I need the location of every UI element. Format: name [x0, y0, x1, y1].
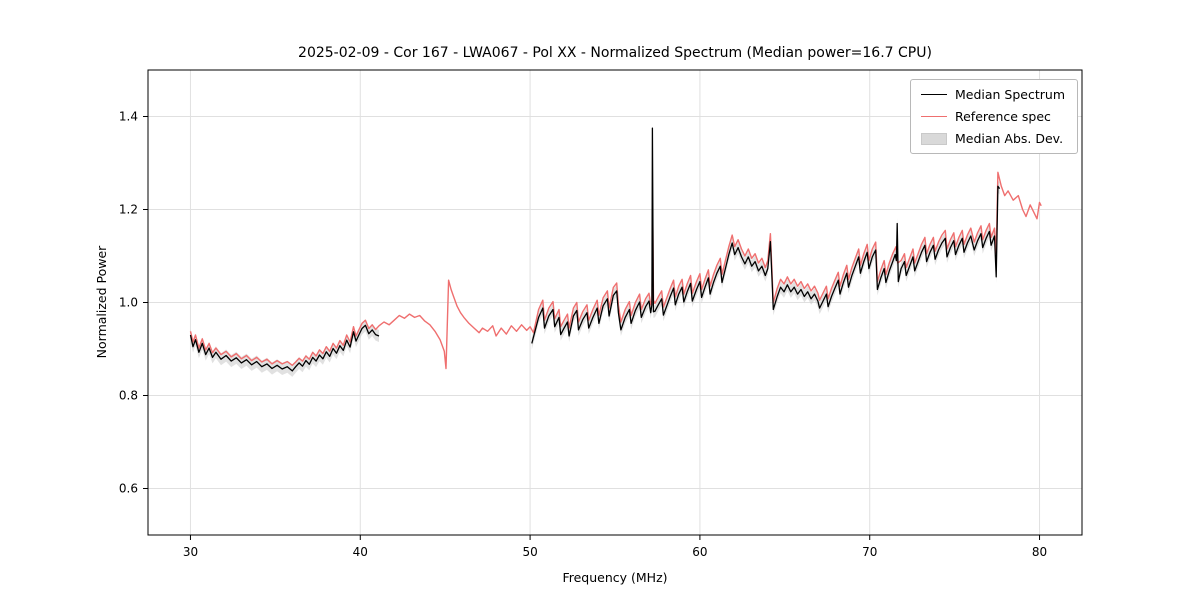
- y-tick-label: 0.6: [119, 482, 138, 496]
- y-tick-label: 1.4: [119, 110, 138, 124]
- reference-spectrum-line: [189, 171, 1042, 370]
- x-axis-label: Frequency (MHz): [562, 570, 667, 585]
- median-line-sample: [920, 94, 947, 95]
- legend-label-median: Median Spectrum: [954, 87, 1065, 102]
- x-tick-label: 50: [522, 545, 537, 559]
- y-axis-ticks: 0.6 0.8 1.0 1.2 1.4: [119, 110, 148, 496]
- y-axis-label: Normalized Power: [94, 245, 109, 359]
- x-tick-label: 30: [183, 545, 198, 559]
- x-tick-label: 40: [353, 545, 368, 559]
- legend-item-reference: Reference spec: [920, 109, 1065, 124]
- legend-item-median: Median Spectrum: [920, 87, 1065, 102]
- legend-item-mad: Median Abs. Dev.: [920, 131, 1065, 146]
- chart-title: 2025-02-09 - Cor 167 - LWA067 - Pol XX -…: [298, 45, 932, 61]
- mad-patch-sample: [920, 132, 947, 145]
- y-tick-label: 1.0: [119, 296, 138, 310]
- median-spectrum-line: [189, 127, 1001, 372]
- mad-band: [190, 122, 1000, 377]
- x-tick-label: 70: [862, 545, 877, 559]
- legend: Median Spectrum Reference spec Median Ab…: [909, 79, 1078, 154]
- legend-label-mad: Median Abs. Dev.: [954, 131, 1064, 146]
- x-axis-ticks: 30 40 50 60 70 80: [183, 535, 1047, 559]
- reference-line-sample: [920, 116, 947, 117]
- y-tick-label: 1.2: [119, 203, 138, 217]
- x-tick-label: 60: [692, 545, 707, 559]
- legend-label-reference: Reference spec: [954, 109, 1051, 124]
- y-tick-label: 0.8: [119, 389, 138, 403]
- x-tick-label: 80: [1032, 545, 1047, 559]
